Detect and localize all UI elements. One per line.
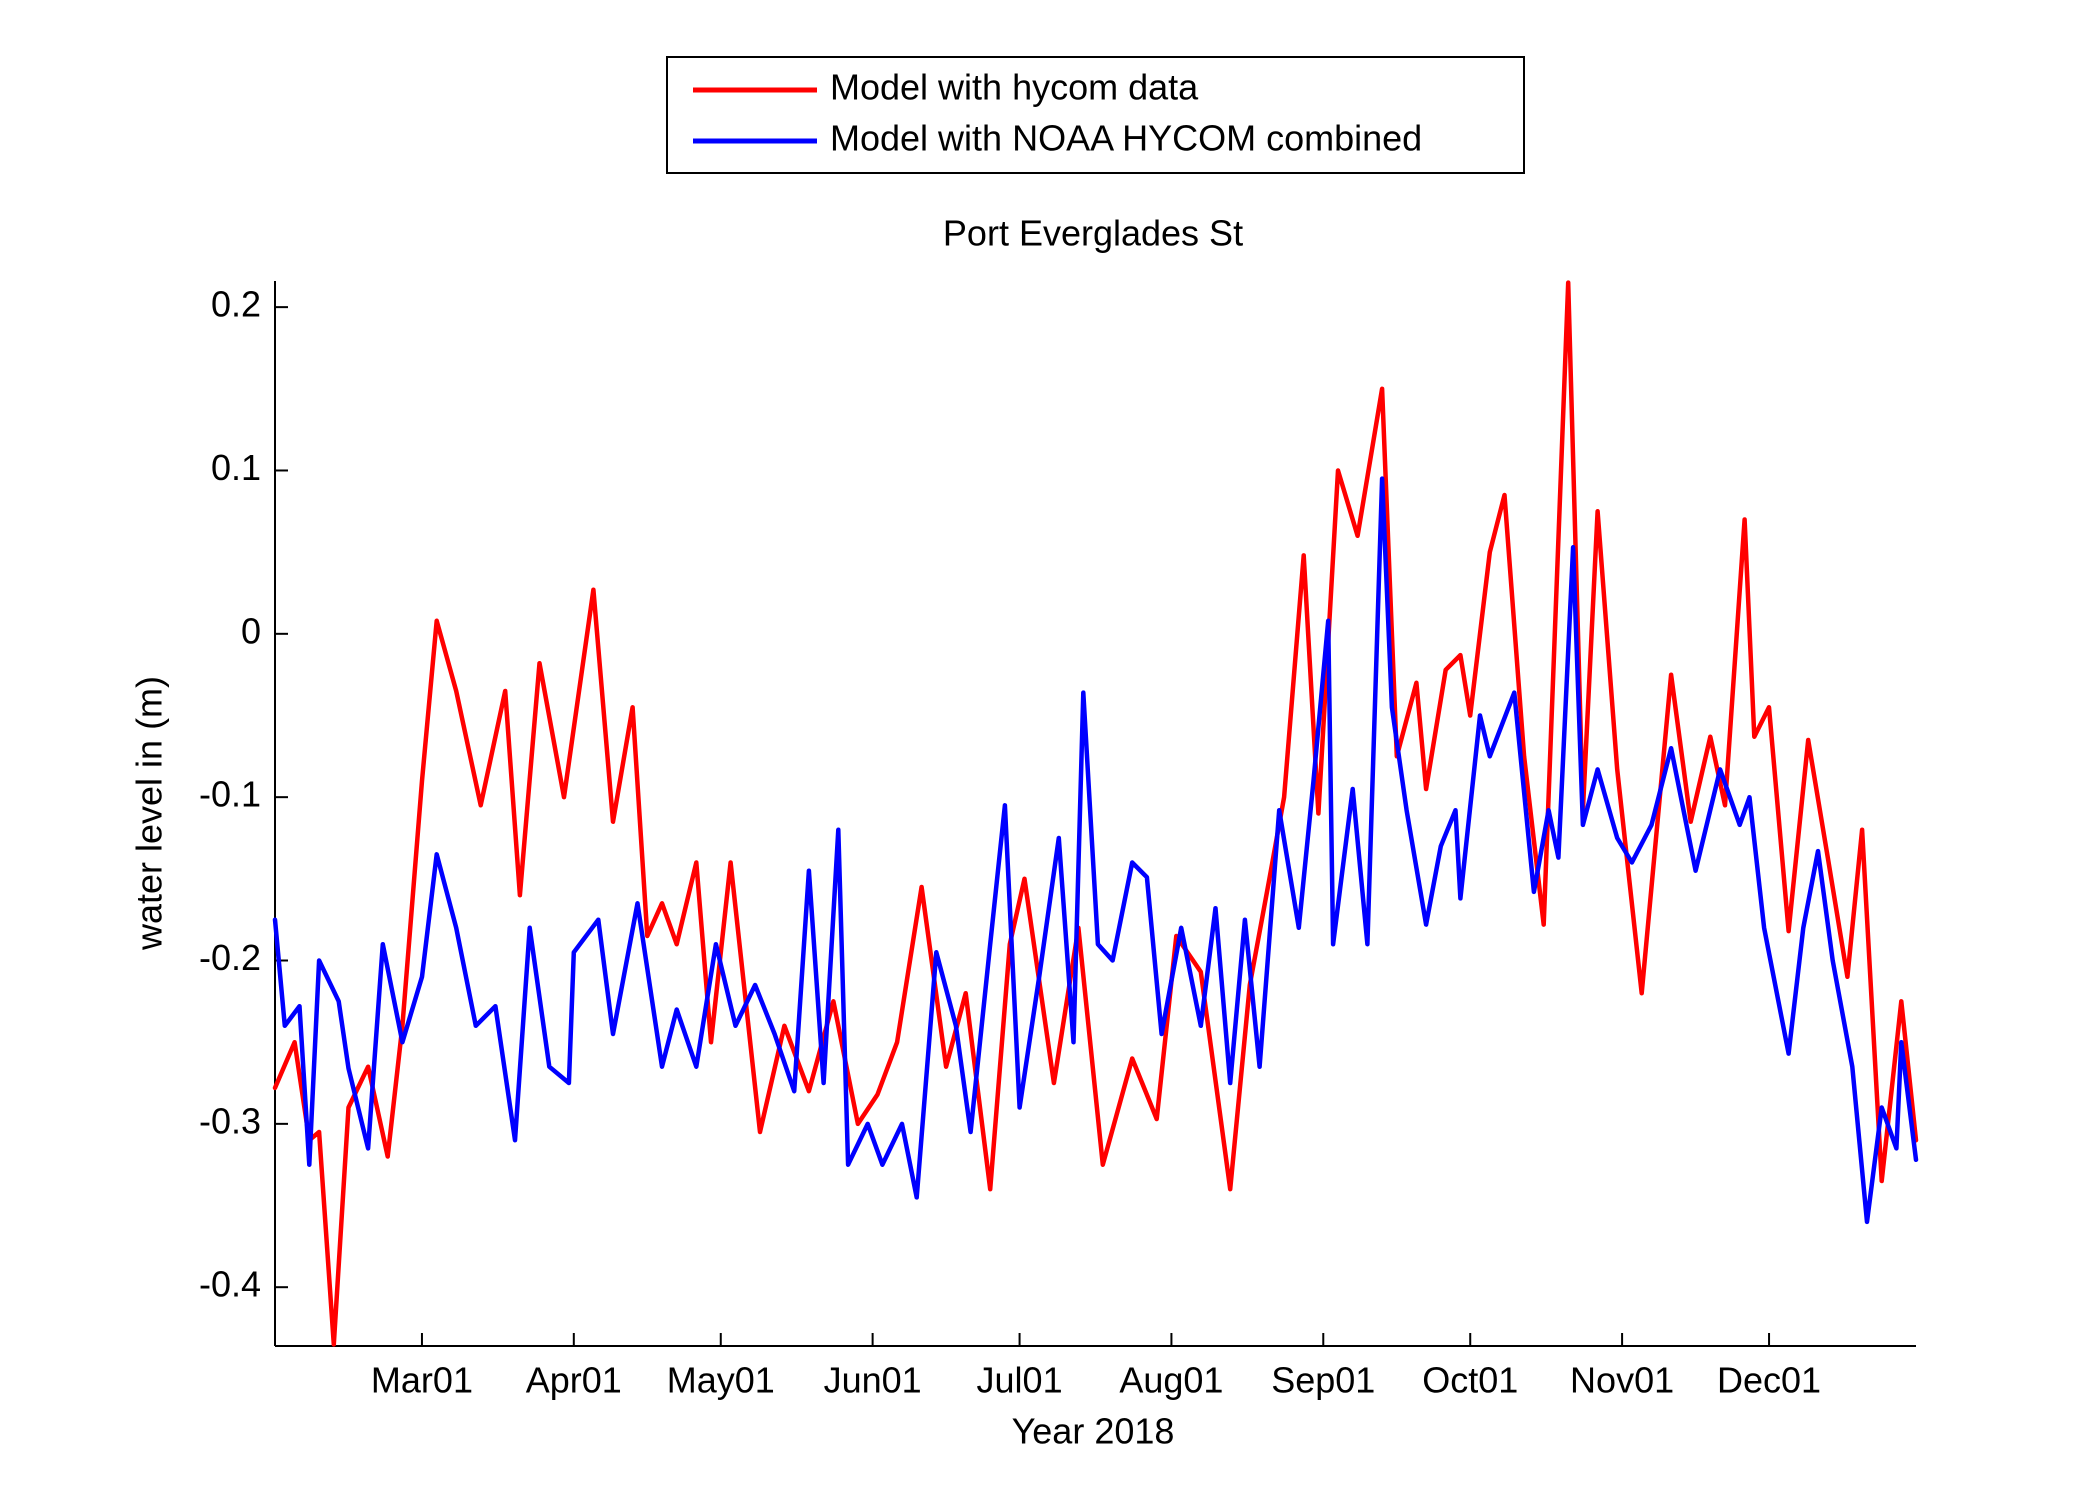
x-tick-label: Sep01 [1271,1360,1375,1401]
x-tick-label: May01 [667,1360,775,1401]
y-tick-label: 0 [241,610,261,651]
y-tick-label: 0.2 [211,284,261,325]
x-tick-label: Mar01 [371,1360,473,1401]
x-tick-label: Apr01 [526,1360,622,1401]
legend-box [666,56,1525,174]
legend-label: Model with hycom data [830,67,1199,108]
y-tick-label: -0.2 [199,937,261,978]
x-tick-label: Oct01 [1422,1360,1518,1401]
y-tick-label: 0.1 [211,447,261,488]
chart-title: Port Everglades St [943,213,1243,254]
x-tick-label: Jun01 [824,1360,922,1401]
y-tick-label: -0.1 [199,774,261,815]
y-axis-label: water level in (m) [129,676,170,951]
x-tick-label: Jul01 [977,1360,1063,1401]
x-axis-label: Year 2018 [1012,1411,1175,1452]
y-tick-label: -0.3 [199,1100,261,1141]
series-line [272,476,1919,1225]
x-tick-label: Nov01 [1570,1360,1674,1401]
series-line [272,280,1919,1347]
x-tick-label: Aug01 [1119,1360,1223,1401]
x-tick-label: Dec01 [1717,1360,1821,1401]
y-tick-label: -0.4 [199,1264,261,1305]
legend-label: Model with NOAA HYCOM combined [830,118,1422,159]
